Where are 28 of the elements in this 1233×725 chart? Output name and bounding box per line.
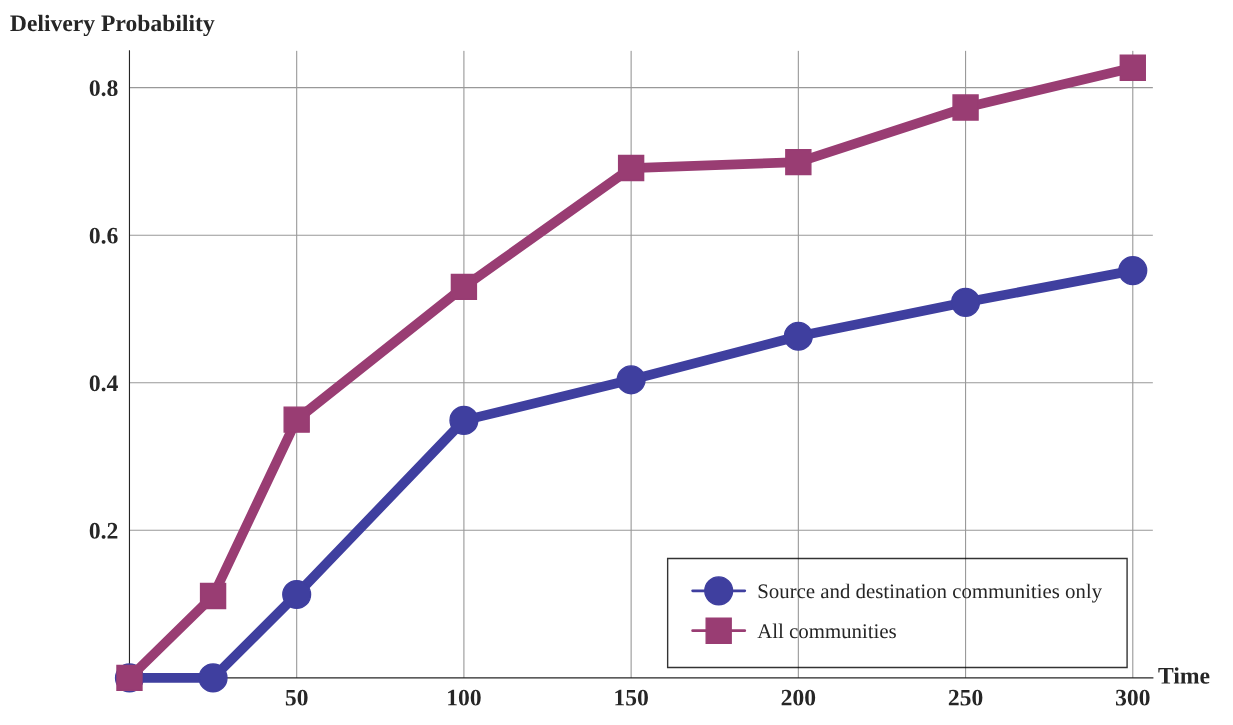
y-tick-label: 0.8 — [89, 80, 118, 97]
point — [449, 405, 479, 435]
point — [617, 154, 645, 182]
y-axis-title: Delivery Probability — [10, 14, 215, 37]
point — [198, 663, 228, 693]
y-tick-label: 0.6 — [89, 227, 118, 244]
point — [785, 148, 812, 176]
point — [450, 273, 478, 301]
point — [783, 321, 813, 351]
point — [199, 582, 227, 610]
x-tick-label: 150 — [615, 689, 648, 706]
x-tick-label: 50 — [285, 689, 308, 706]
point — [1118, 256, 1148, 286]
point — [282, 579, 312, 610]
y-tick-label: 0.2 — [89, 522, 118, 539]
y-tick-label: 0.4 — [89, 375, 118, 392]
x-tick-label: 200 — [781, 689, 816, 706]
x-tick-label: 300 — [1115, 689, 1150, 706]
point — [1119, 54, 1146, 81]
legend-label: Source and destination communities only — [758, 583, 1102, 603]
x-axis-title: Time — [1158, 667, 1210, 684]
point — [950, 287, 981, 317]
x-tick-label: 250 — [948, 689, 983, 706]
point — [616, 365, 646, 395]
point — [952, 94, 979, 121]
legend-label: All communities — [757, 623, 896, 639]
x-tick-label: 100 — [448, 689, 481, 706]
point — [283, 406, 310, 433]
